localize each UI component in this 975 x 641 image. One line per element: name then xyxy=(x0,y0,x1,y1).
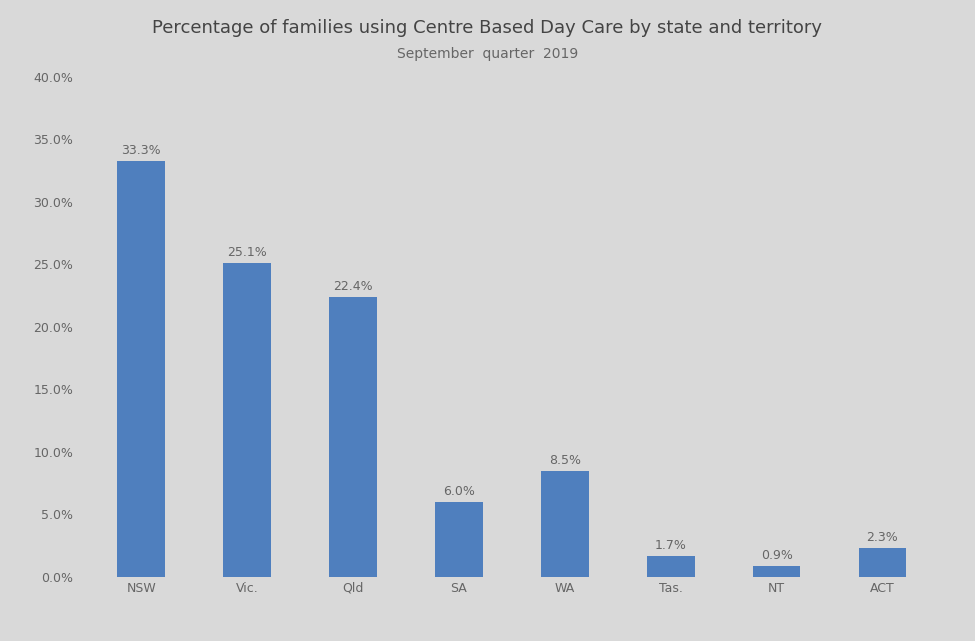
Text: Percentage of families using Centre Based Day Care by state and territory: Percentage of families using Centre Base… xyxy=(152,19,823,37)
Text: 1.7%: 1.7% xyxy=(655,539,686,552)
Bar xyxy=(223,263,271,577)
Text: 0.9%: 0.9% xyxy=(760,549,793,562)
Bar xyxy=(646,556,694,577)
Bar xyxy=(753,565,800,577)
Text: September  quarter  2019: September quarter 2019 xyxy=(397,47,578,62)
Bar xyxy=(541,470,589,577)
Text: 25.1%: 25.1% xyxy=(227,246,267,260)
Text: 2.3%: 2.3% xyxy=(867,531,898,544)
Text: 6.0%: 6.0% xyxy=(443,485,475,498)
Bar xyxy=(117,161,165,577)
Text: 8.5%: 8.5% xyxy=(549,454,581,467)
Text: 33.3%: 33.3% xyxy=(122,144,161,157)
Text: 22.4%: 22.4% xyxy=(333,280,372,293)
Bar xyxy=(330,297,377,577)
Bar xyxy=(435,502,483,577)
Bar xyxy=(859,548,907,577)
